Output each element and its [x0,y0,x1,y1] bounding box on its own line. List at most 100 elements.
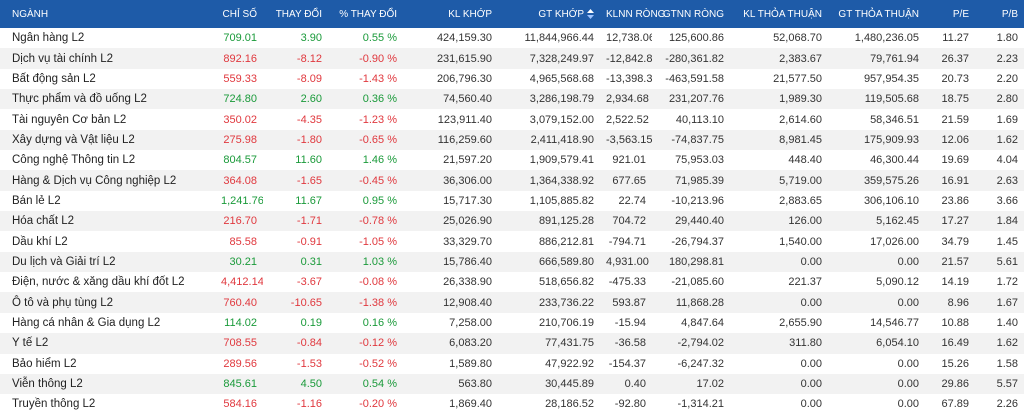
cell: 231,615.90 [403,48,498,69]
column-header-label: KLNN RÒNG [606,8,666,20]
sector-name: Bất động sản L2 [12,72,96,85]
sector-name: Dịch vụ tài chính L2 [0,48,215,69]
cell: 1,364,338.92 [498,170,600,191]
sector-name: Dầu khí L2 [12,235,68,248]
cell: -0.65 % [328,129,403,151]
cell: -6,247.32 [677,357,724,370]
cell: 448.40 [788,154,822,167]
cell: 5,090.12 [876,276,919,289]
cell: 1,480,236.05 [854,32,919,45]
cell: 21.57 [925,251,975,273]
cell: 2,383.67 [730,48,828,69]
cell: 891,125.28 [498,211,600,232]
cell: 175,909.93 [828,129,925,151]
cell: -1.65 [263,170,328,191]
cell: -1.05 % [359,235,397,248]
cell: -3.67 [296,276,322,289]
column-header[interactable]: GT KHỚP [498,0,600,28]
cell: 2,883.65 [779,194,822,207]
cell: 34.79 [941,235,969,248]
cell: 2,614.60 [779,113,822,126]
cell: 0.54 % [328,373,403,395]
column-header[interactable]: KL THỎA THUẬN [730,0,828,28]
table-row: Dầu khí L2 85.58 -0.91 -1.05 % 33,329.70 886,… [0,231,1024,251]
cell: 921.01 [612,154,646,167]
cell: 7,258.00 [449,316,492,329]
column-header[interactable]: % THAY ĐỔI [328,0,403,28]
table-body: Ngân hàng L2 709.01 3.90 0.55 % 424,159.30 11… [0,28,1024,415]
cell: 14.19 [941,276,969,289]
column-header[interactable]: GT THỎA THUẬN [828,0,925,28]
cell: 1.67 [975,292,1024,313]
column-header-label: P/E [952,8,969,20]
cell: 709.01 [223,32,257,45]
cell: 1.46 % [362,154,397,167]
column-header[interactable]: P/B [975,0,1024,28]
cell: 0.55 % [362,32,397,45]
table-row: Hàng cá nhân & Gia dụng L2 114.02 0.19 0.16… [0,313,1024,333]
cell: 2,655.90 [779,316,822,329]
cell: 584.16 [223,398,257,411]
cell: 289.56 [223,357,257,370]
cell: 206,796.30 [436,72,492,85]
cell: 79,761.94 [828,48,925,69]
cell: 74,560.40 [403,89,498,110]
cell: 15,786.40 [403,251,498,273]
table-row: Bán lẻ L2 1,241.76 11.67 0.95 % 15,717.30 1,1… [0,191,1024,211]
cell: 23.86 [941,194,969,207]
table-row: Công nghệ Thông tin L2 804.57 11.60 1.46 % 2… [0,150,1024,170]
column-header[interactable]: THAY ĐỔI [263,0,328,28]
cell: -1,314.21 [677,398,724,411]
table-row: Viễn thông L2 845.61 4.50 0.54 % 563.80 30,44… [0,373,1024,395]
cell: 4,847.64 [681,316,724,329]
cell: 0.00 [800,357,822,370]
cell: 4,965,568.68 [529,72,594,85]
sector-name: Hàng cá nhân & Gia dụng L2 [12,316,161,329]
cell: 16.49 [925,333,975,354]
cell: 47,922.92 [545,357,594,370]
sort-icon[interactable] [587,8,594,19]
column-header-label: GTNN RÒNG [662,8,724,20]
cell: -1.23 % [359,113,397,126]
cell: 17.27 [925,211,975,232]
cell: 233,736.22 [498,292,600,313]
cell: -1.53 [296,357,322,370]
cell: 5,719.00 [730,170,828,191]
cell: 17,026.00 [870,235,919,248]
cell: 0.00 [828,373,925,395]
cell: -3,563.15 [600,129,652,151]
cell: -8.12 [263,48,328,69]
cell: 760.40 [215,292,263,313]
table-row: Điện, nước & xăng dầu khí đốt L2 4,412.14… [0,272,1024,292]
cell: 25,026.90 [403,211,498,232]
cell: 46,300.44 [870,154,919,167]
column-header[interactable]: GTNN RÒNG [652,0,730,28]
cell: -0.84 [263,333,328,354]
cell: 957,954.35 [863,72,919,85]
column-header-label: THAY ĐỔI [275,8,322,20]
cell: 424,159.30 [436,32,492,45]
cell: 0.00 [800,398,822,411]
sector-name: Bán lẻ L2 [12,194,61,207]
cell: -1.43 % [359,72,397,85]
cell: 708.55 [215,333,263,354]
cell: -74,837.75 [652,129,730,151]
cell: 126.00 [730,211,828,232]
column-header[interactable]: KLNN RÒNG [600,0,665,28]
cell: 71,985.39 [652,170,730,191]
cell: -794.71 [608,235,646,248]
cell: 11,844,966.44 [524,32,594,45]
column-header[interactable]: KL KHỚP [403,0,498,28]
cell: 559.33 [223,72,257,85]
column-header[interactable]: NGÀNH [0,0,215,28]
cell: 12,738.06 [606,32,652,45]
cell: 4.50 [263,373,328,395]
cell: -12,842.81 [600,48,652,69]
cell: 5.57 [975,373,1024,395]
cell: 15.26 [941,357,969,370]
cell: 0.36 % [328,89,403,110]
column-header[interactable]: P/E [925,0,975,28]
sector-name: Ô tô và phụ tùng L2 [0,292,215,313]
column-header[interactable]: CHỈ SỐ [215,0,263,28]
cell: 563.80 [403,373,498,395]
